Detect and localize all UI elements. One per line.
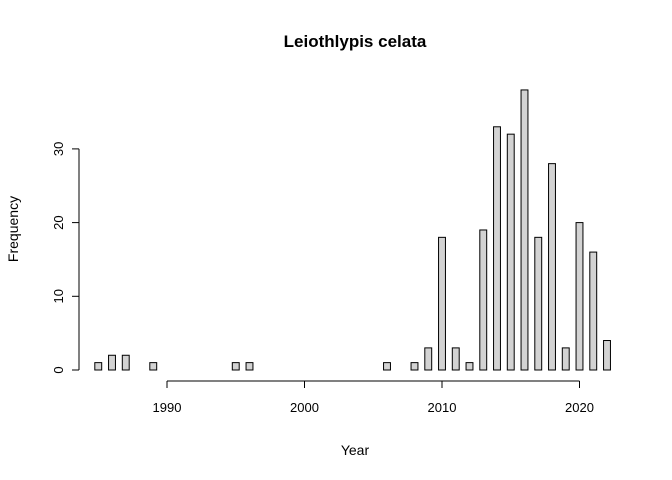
y-axis-label: Frequency <box>5 196 21 262</box>
bar-2012 <box>465 362 474 371</box>
bar-2018 <box>548 163 556 371</box>
bar-2009 <box>424 347 433 371</box>
bar-2008 <box>410 362 419 371</box>
x-axis: 1990 2000 2010 2020 <box>153 380 594 415</box>
bar-2014 <box>493 126 501 371</box>
y-tick-label-10: 10 <box>51 289 66 303</box>
bar-1989 <box>149 362 158 371</box>
y-tick-label-30: 30 <box>51 142 66 156</box>
bar-1996 <box>245 362 254 371</box>
bar-2022 <box>603 340 611 371</box>
bar-2010 <box>438 236 446 371</box>
x-tick-label-2000: 2000 <box>290 400 319 415</box>
y-tick-label-0: 0 <box>51 366 66 373</box>
bar-2019 <box>561 347 570 371</box>
x-tick-label-1990: 1990 <box>153 400 182 415</box>
x-tick-label-2010: 2010 <box>428 400 457 415</box>
bar-2006 <box>383 362 391 371</box>
y-axis: 0 10 20 30 <box>51 142 80 374</box>
bar-2020 <box>575 222 584 371</box>
x-tick-label-2020: 2020 <box>565 400 594 415</box>
bar-2021 <box>589 251 598 371</box>
bar-1985 <box>94 362 103 371</box>
bar-2013 <box>479 229 488 371</box>
x-axis-label: Year <box>341 442 370 458</box>
bar-1987 <box>121 354 130 371</box>
bar-2017 <box>534 236 543 371</box>
bar-2011 <box>451 347 460 371</box>
y-tick-label-20: 20 <box>51 215 66 229</box>
chart-title: Leiothlypis celata <box>284 32 427 51</box>
bar-2016 <box>520 89 529 371</box>
bar-2015 <box>506 133 515 371</box>
bar-1986 <box>108 354 116 371</box>
bar-1995 <box>231 362 240 371</box>
bars-group <box>94 89 611 371</box>
